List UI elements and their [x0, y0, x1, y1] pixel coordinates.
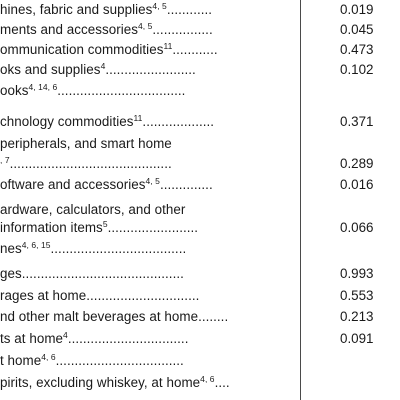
table-row: peripherals, and smart home	[0, 135, 400, 155]
table-row: ardware, calculators, and other	[0, 201, 400, 221]
table-row: oks and supplies4.......................…	[0, 61, 400, 81]
row-label: ardware, calculators, and other	[0, 202, 186, 217]
table-row: chnology commodities11..................…	[0, 113, 400, 133]
row-label: chnology commodities11..................…	[0, 113, 215, 129]
row-label: peripherals, and smart home	[0, 136, 172, 151]
row-value: 0.553	[340, 288, 374, 303]
row-value: 0.091	[340, 331, 374, 346]
row-value: 0.289	[340, 156, 374, 171]
row-value: 0.213	[340, 309, 374, 324]
row-value: 0.993	[340, 266, 374, 281]
table-row: oftware and accessories4, 5.............…	[0, 176, 400, 196]
table-row: information items5......................…	[0, 219, 400, 239]
table-row: ommunication commodities11............ 0…	[0, 41, 400, 61]
row-label: nd other malt beverages at home........	[0, 309, 229, 324]
table-row: t home4, 6..............................…	[0, 352, 400, 372]
table-row: ments and accessories4, 5...............…	[0, 21, 400, 41]
row-label: t home4, 6..............................…	[0, 352, 184, 368]
row-label: information items5......................…	[0, 219, 199, 235]
row-value: 0.102	[340, 62, 374, 77]
row-label: hines, fabric and supplies4, 5..........…	[0, 1, 213, 17]
row-label: oks and supplies4.......................…	[0, 61, 196, 77]
table-row: ts at home4.............................…	[0, 330, 400, 350]
row-value: 0.473	[340, 42, 374, 57]
row-label: oftware and accessories4, 5.............…	[0, 176, 213, 192]
row-value: 0.045	[340, 22, 374, 37]
column-divider	[300, 0, 301, 400]
table-row: rages at home...........................…	[0, 287, 400, 307]
row-label: ts at home4.............................…	[0, 330, 189, 346]
table-row: ooks4, 14, 6............................…	[0, 82, 400, 102]
row-label: rages at home...........................…	[0, 288, 200, 303]
row-value: 0.019	[340, 2, 374, 17]
table-row: nd other malt beverages at home........ …	[0, 308, 400, 328]
row-label: ooks4, 14, 6............................…	[0, 82, 186, 98]
row-value: 0.066	[340, 220, 374, 235]
row-label: ments and accessories4, 5...............…	[0, 21, 213, 37]
table-row: , 7.....................................…	[0, 155, 400, 175]
row-label: ges.....................................…	[0, 266, 184, 281]
row-label: ommunication commodities11............	[0, 41, 218, 57]
table-row: hines, fabric and supplies4, 5..........…	[0, 1, 400, 21]
row-label: nes4, 6, 15.............................…	[0, 240, 187, 256]
table-row: ges.....................................…	[0, 265, 400, 285]
row-value: 0.016	[340, 177, 374, 192]
row-value: 0.371	[340, 114, 374, 129]
row-label: , 7.....................................…	[0, 155, 172, 171]
table-row: pirits, excluding whiskey, at home4, 6..…	[0, 374, 400, 394]
row-label: pirits, excluding whiskey, at home4, 6..…	[0, 374, 230, 390]
table-row: nes4, 6, 15.............................…	[0, 240, 400, 260]
